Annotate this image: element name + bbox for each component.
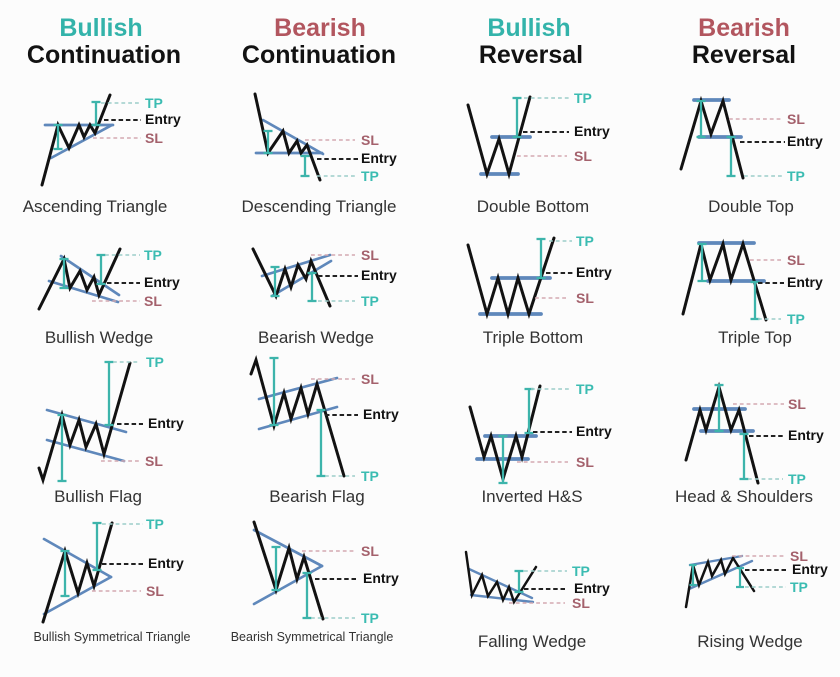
svg-text:Ascending Triangle: Ascending Triangle xyxy=(23,197,168,216)
svg-text:Bearish: Bearish xyxy=(274,14,366,42)
svg-text:Double Top: Double Top xyxy=(708,197,794,216)
svg-text:Entry: Entry xyxy=(363,570,399,586)
svg-text:SL: SL xyxy=(574,148,592,164)
svg-text:TP: TP xyxy=(790,579,808,595)
svg-text:Inverted H&S: Inverted H&S xyxy=(481,487,582,506)
svg-text:Reversal: Reversal xyxy=(479,41,583,69)
svg-text:Bullish Flag: Bullish Flag xyxy=(54,487,142,506)
svg-text:SL: SL xyxy=(145,453,163,469)
svg-text:Bullish Wedge: Bullish Wedge xyxy=(45,328,153,347)
svg-text:TP: TP xyxy=(361,610,379,626)
svg-text:Entry: Entry xyxy=(148,555,184,571)
svg-text:TP: TP xyxy=(574,90,592,106)
svg-text:Triple Top: Triple Top xyxy=(718,328,792,347)
svg-text:TP: TP xyxy=(788,471,806,487)
svg-text:SL: SL xyxy=(790,548,808,564)
svg-text:SL: SL xyxy=(361,543,379,559)
svg-text:Entry: Entry xyxy=(144,274,180,290)
svg-text:TP: TP xyxy=(361,293,379,309)
svg-text:TP: TP xyxy=(576,381,594,397)
svg-text:Double Bottom: Double Bottom xyxy=(477,197,589,216)
svg-text:Entry: Entry xyxy=(148,415,184,431)
svg-text:TP: TP xyxy=(144,247,162,263)
svg-text:Entry: Entry xyxy=(788,427,824,443)
svg-text:TP: TP xyxy=(572,563,590,579)
svg-text:SL: SL xyxy=(361,371,379,387)
svg-text:Entry: Entry xyxy=(145,111,181,127)
svg-text:Entry: Entry xyxy=(361,150,397,166)
svg-text:Bearish Symmetrical Triangle: Bearish Symmetrical Triangle xyxy=(231,630,394,644)
svg-text:Entry: Entry xyxy=(363,406,399,422)
svg-text:SL: SL xyxy=(144,293,162,309)
svg-text:Continuation: Continuation xyxy=(27,41,181,69)
svg-text:Reversal: Reversal xyxy=(692,41,796,69)
svg-text:Rising Wedge: Rising Wedge xyxy=(697,632,803,651)
svg-text:Entry: Entry xyxy=(787,133,823,149)
svg-text:Triple Bottom: Triple Bottom xyxy=(483,328,583,347)
svg-text:TP: TP xyxy=(787,168,805,184)
svg-text:Bearish Wedge: Bearish Wedge xyxy=(258,328,374,347)
svg-text:Bearish: Bearish xyxy=(698,14,790,42)
svg-text:SL: SL xyxy=(146,583,164,599)
svg-text:SL: SL xyxy=(576,290,594,306)
svg-text:TP: TP xyxy=(361,168,379,184)
svg-text:TP: TP xyxy=(576,233,594,249)
svg-text:TP: TP xyxy=(145,95,163,111)
svg-text:SL: SL xyxy=(576,454,594,470)
svg-text:Entry: Entry xyxy=(792,561,828,577)
svg-text:Entry: Entry xyxy=(576,423,612,439)
svg-text:Entry: Entry xyxy=(576,264,612,280)
svg-text:Descending Triangle: Descending Triangle xyxy=(242,197,397,216)
svg-text:Entry: Entry xyxy=(361,267,397,283)
svg-text:TP: TP xyxy=(361,468,379,484)
svg-text:TP: TP xyxy=(146,354,164,370)
svg-text:Entry: Entry xyxy=(787,274,823,290)
svg-text:SL: SL xyxy=(361,247,379,263)
svg-text:Entry: Entry xyxy=(574,123,610,139)
svg-text:TP: TP xyxy=(787,311,805,327)
svg-text:Bullish: Bullish xyxy=(487,14,570,42)
svg-text:SL: SL xyxy=(787,252,805,268)
svg-text:Bullish Symmetrical Triangle: Bullish Symmetrical Triangle xyxy=(34,630,191,644)
svg-text:Falling Wedge: Falling Wedge xyxy=(478,632,586,651)
svg-text:SL: SL xyxy=(788,396,806,412)
svg-text:Bullish: Bullish xyxy=(59,14,142,42)
svg-text:Entry: Entry xyxy=(574,580,610,596)
svg-text:SL: SL xyxy=(572,595,590,611)
svg-text:Bearish Flag: Bearish Flag xyxy=(269,487,364,506)
svg-text:Head & Shoulders: Head & Shoulders xyxy=(675,487,813,506)
svg-text:TP: TP xyxy=(146,516,164,532)
svg-text:SL: SL xyxy=(361,132,379,148)
svg-text:SL: SL xyxy=(145,130,163,146)
svg-text:SL: SL xyxy=(787,111,805,127)
svg-text:Continuation: Continuation xyxy=(242,41,396,69)
